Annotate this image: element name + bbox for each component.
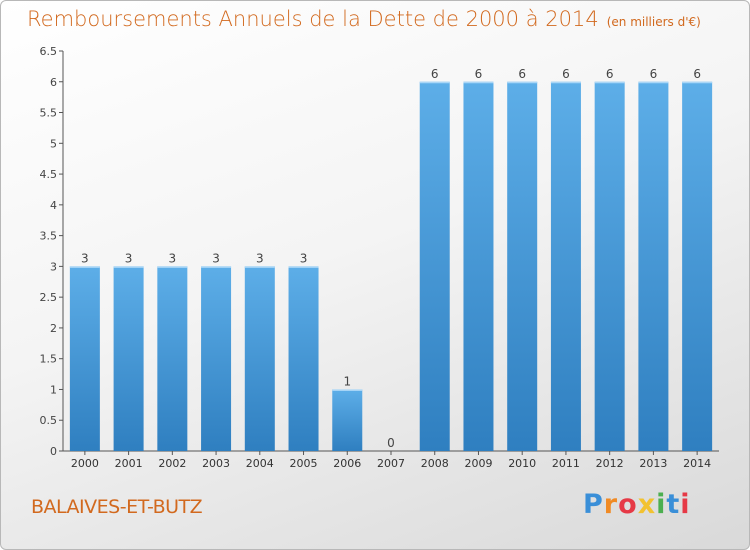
data-label-2002: 3 (169, 251, 177, 265)
y-tick-label: 1 (50, 383, 57, 396)
y-tick-label: 6.5 (40, 45, 58, 58)
y-tick-label: 5 (50, 137, 57, 150)
y-tick-label: 4.5 (40, 168, 58, 181)
y-tick-label: 4 (50, 199, 57, 212)
y-tick-label: 6 (50, 76, 57, 89)
unit-label: (en milliers d'€) (606, 15, 701, 29)
bar-highlight (550, 81, 581, 84)
bar-2004 (244, 266, 275, 451)
bar-highlight (113, 266, 144, 268)
data-label-2008: 6 (431, 67, 439, 81)
x-tick-label: 2005 (290, 457, 318, 470)
x-tick-label: 2000 (71, 457, 99, 470)
bar-2002 (157, 266, 188, 451)
data-label-2004: 3 (256, 251, 264, 265)
bar-highlight (507, 81, 538, 84)
data-label-2006: 1 (343, 374, 351, 388)
data-label-2009: 6 (475, 67, 483, 81)
x-tick-label: 2004 (246, 457, 274, 470)
bar-2000 (69, 266, 100, 451)
bar-highlight (682, 81, 713, 84)
logo-letter: i (680, 489, 691, 520)
data-label-2003: 3 (212, 251, 220, 265)
y-tick-label: 2.5 (40, 291, 58, 304)
logo-letter: o (618, 489, 638, 520)
bar-2013 (638, 81, 669, 452)
data-label-2011: 6 (562, 67, 570, 81)
logo-letter: P (583, 489, 604, 520)
x-tick-label: 2002 (158, 457, 186, 470)
x-tick-label: 2007 (377, 457, 405, 470)
bar-highlight (288, 266, 319, 268)
data-label-2000: 3 (81, 251, 89, 265)
x-tick-label: 2009 (464, 457, 492, 470)
y-tick-label: 1.5 (40, 353, 58, 366)
logo-letter: x (637, 489, 657, 520)
x-tick-label: 2011 (552, 457, 580, 470)
x-tick-label: 2008 (421, 457, 449, 470)
y-tick-label: 0.5 (40, 414, 58, 427)
x-tick-label: 2006 (333, 457, 361, 470)
data-labels: 3 3 3 3 3 3 1 0 6 6 6 6 6 6 6 (81, 67, 701, 450)
bar-highlight (463, 81, 494, 84)
bar-2006 (332, 389, 363, 451)
x-tick-label: 2010 (508, 457, 536, 470)
bar-2001 (113, 266, 144, 451)
data-label-2010: 6 (518, 67, 526, 81)
bar-2011 (550, 81, 581, 452)
y-tick-label: 3 (50, 260, 57, 273)
bar-2003 (201, 266, 232, 451)
x-tick-label: 2014 (683, 457, 711, 470)
data-label-2013: 6 (650, 67, 658, 81)
logo-letter: r (603, 489, 619, 520)
commune-name: BALAIVES-ET-BUTZ (31, 496, 203, 518)
y-axis: 0 0.5 1 1.5 2 2.5 3 3.5 4 4.5 5 5.5 6 6.5 (40, 45, 64, 458)
bar-highlight (332, 389, 363, 391)
y-tick-label: 5.5 (40, 107, 58, 120)
logo-letter: t (666, 489, 681, 520)
y-tick-label: 3.5 (40, 230, 58, 243)
bar-highlight (157, 266, 188, 268)
logo-letter: i (656, 489, 667, 520)
x-axis: 2000 2001 2002 2003 2004 2005 2006 2007 2008 2009… (63, 450, 719, 470)
bars (69, 81, 713, 452)
bar-2008 (419, 81, 450, 452)
bar-highlight (638, 81, 669, 84)
bar-highlight (201, 266, 232, 268)
x-tick-label: 2013 (639, 457, 667, 470)
bar-2012 (594, 81, 625, 452)
data-label-2012: 6 (606, 67, 614, 81)
x-tick-label: 2003 (202, 457, 230, 470)
title-row: Remboursements Annuels de la Dette de 20… (27, 7, 701, 31)
proxiti-logo[interactable]: Proxiti (583, 489, 691, 520)
x-tick-label: 2001 (115, 457, 143, 470)
data-label-2001: 3 (125, 251, 133, 265)
bar-highlight (244, 266, 275, 268)
bar-2014 (682, 81, 713, 452)
data-label-2005: 3 (300, 251, 308, 265)
bar-highlight (419, 81, 450, 84)
y-tick-label: 2 (50, 322, 57, 335)
bar-highlight (594, 81, 625, 84)
chart-title: Remboursements Annuels de la Dette de 20… (27, 7, 599, 31)
bar-2005 (288, 266, 319, 451)
bar-2009 (463, 81, 494, 452)
x-tick-label: 2012 (596, 457, 624, 470)
bar-highlight (69, 266, 100, 268)
data-label-2014: 6 (693, 67, 701, 81)
y-tick-label: 0 (50, 445, 57, 458)
bar-2010 (507, 81, 538, 452)
data-label-2007: 0 (387, 436, 395, 450)
